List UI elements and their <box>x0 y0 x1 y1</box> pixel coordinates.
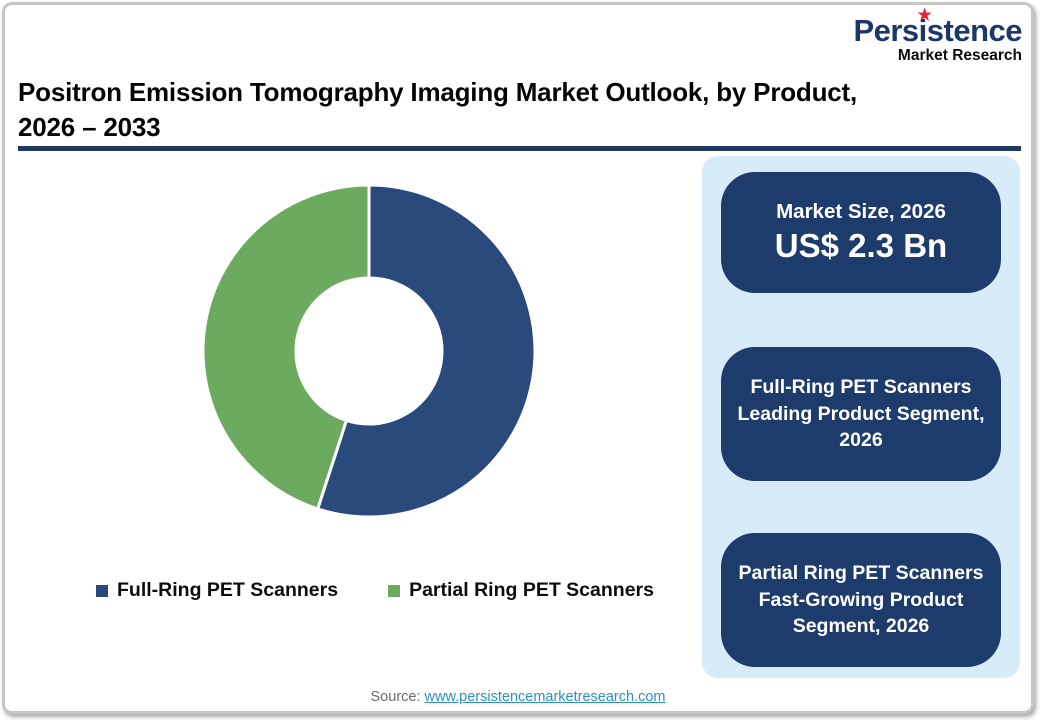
logo: Persistence ★ Market Research <box>853 8 1022 65</box>
chart-legend: Full-Ring PET Scanners Partial Ring PET … <box>25 579 725 602</box>
highlight-box-leading-segment: Full-Ring PET Scanners Leading Product S… <box>721 347 1001 481</box>
logo-star-icon: ★ <box>917 7 932 24</box>
logo-wordmark-text: Persistence <box>853 13 1022 48</box>
leading-segment-text: Full-Ring PET Scanners Leading Product S… <box>737 375 985 452</box>
fast-growing-segment-text: Partial Ring PET Scanners Fast-Growing P… <box>738 561 984 638</box>
source-link[interactable]: www.persistencemarketresearch.com <box>424 689 666 705</box>
page-title-line2: 2026 – 2033 <box>18 111 161 142</box>
market-size-value: US$ 2.3 Bn <box>774 227 948 265</box>
source-label: Source: <box>370 689 421 705</box>
legend-item-partial-ring: Partial Ring PET Scanners <box>388 579 654 602</box>
donut-slice-0 <box>316 183 537 519</box>
title-divider-rule <box>18 146 1021 151</box>
donut-slice-1 <box>201 183 371 511</box>
source-line: Source: www.persistencemarketresearch.co… <box>5 689 1031 705</box>
page-title-line1: Positron Emission Tomography Imaging Mar… <box>18 77 858 107</box>
highlight-box-market-size: Market Size, 2026 US$ 2.3 Bn <box>721 172 1001 293</box>
highlight-box-fast-growing-segment: Partial Ring PET Scanners Fast-Growing P… <box>721 533 1001 667</box>
market-size-title: Market Size, 2026 <box>776 199 946 223</box>
logo-tagline: Market Research <box>897 46 1022 64</box>
page-title: Positron Emission Tomography Imaging Mar… <box>18 75 1008 144</box>
legend-label-partial-ring: Partial Ring PET Scanners <box>409 579 654 601</box>
donut-chart-svg <box>201 183 537 519</box>
donut-chart <box>200 182 540 522</box>
highlight-panel: Market Size, 2026 US$ 2.3 Bn Full-Ring P… <box>702 156 1020 678</box>
legend-swatch-full-ring-icon <box>96 584 109 597</box>
legend-label-full-ring: Full-Ring PET Scanners <box>117 579 339 601</box>
legend-item-full-ring: Full-Ring PET Scanners <box>96 579 338 602</box>
legend-swatch-partial-ring-icon <box>388 584 401 597</box>
logo-wordmark: Persistence ★ <box>853 8 1022 48</box>
